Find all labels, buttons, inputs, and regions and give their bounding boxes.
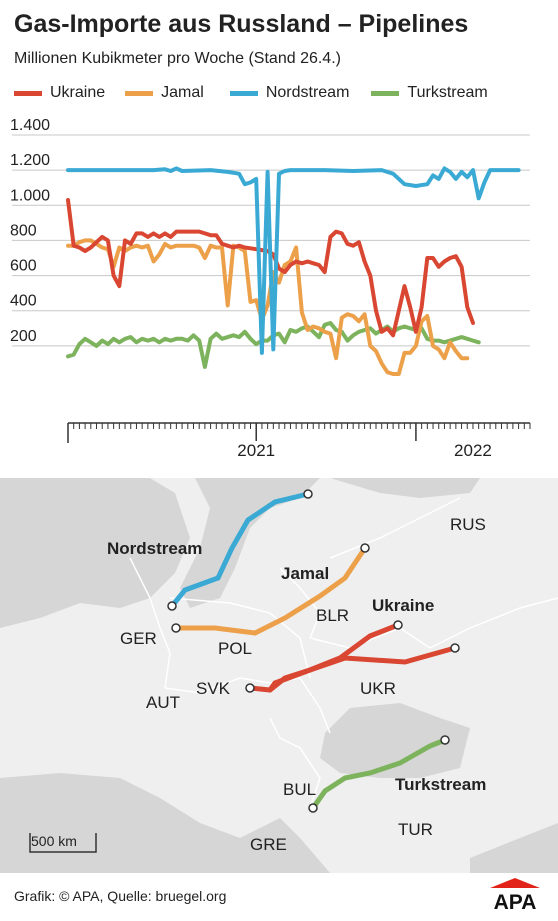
country-label-pol: POL (218, 639, 252, 658)
scale-label: 500 km (31, 833, 77, 849)
country-label-aut: AUT (146, 693, 180, 712)
legend-label-nordstream: Nordstream (265, 84, 350, 101)
pipeline-label-jamal: Jamal (281, 564, 329, 583)
footer-source: Grafik: © APA, Quelle: bruegel.org (14, 888, 227, 904)
border-9 (329, 497, 461, 559)
pipeline-nordstream (170, 491, 309, 608)
logo-roof (490, 878, 540, 888)
legend-item-ukraine: Ukraine (14, 84, 105, 102)
map-labels: RUS BLR UKR POL GER SVK AUT BUL GRE TUR … (107, 515, 486, 854)
endpoint-jamal-east (360, 543, 370, 553)
y-tick-label: 600 (10, 258, 37, 275)
border-2 (169, 597, 311, 679)
y-tick-label: 400 (10, 293, 37, 310)
series-line-jamal (66, 238, 470, 376)
pipeline-ukraine-south (267, 645, 456, 692)
y-tick-label: 1.400 (10, 117, 50, 134)
border-6 (164, 677, 241, 694)
legend-item-turkstream: Turkstream (371, 84, 488, 102)
country-label-ger: GER (120, 629, 157, 648)
x-tick-label: 2021 (237, 441, 275, 460)
mediterranean-sea (0, 773, 330, 873)
baltic-sea (180, 478, 320, 608)
legend: Ukraine Jamal Nordstream Turkstream (14, 84, 488, 102)
country-label-bul: BUL (283, 780, 316, 799)
east-sea (470, 823, 558, 873)
pipeline-endpoints (167, 489, 460, 813)
border-4 (309, 627, 431, 649)
legend-swatch-nordstream (229, 90, 258, 96)
country-label-tur: TUR (398, 820, 433, 839)
legend-label-jamal: Jamal (161, 84, 204, 101)
sea-areas (0, 478, 558, 873)
country-label-blr: BLR (316, 606, 349, 625)
gulf-area (330, 478, 480, 498)
legend-swatch-ukraine (14, 90, 42, 96)
pipeline-map: RUS BLR UKR POL GER SVK AUT BUL GRE TUR … (0, 478, 558, 873)
border-8 (269, 717, 321, 809)
chart-subtitle: Millionen Kubikmeter pro Woche (Stand 26… (14, 50, 341, 67)
border-1 (129, 557, 171, 689)
border-10 (429, 597, 558, 649)
scale-bar (29, 833, 97, 853)
legend-label-ukraine: Ukraine (50, 84, 106, 101)
endpoint-ukraine-west (245, 683, 255, 693)
black-sea (320, 703, 470, 778)
legend-item-jamal: Jamal (125, 84, 204, 102)
endpoint-jamal-west (171, 623, 181, 633)
logo-text: APA (494, 891, 537, 912)
line-chart: 200 400 600 800 1.000 1.200 1.400 2021 2022 (10, 117, 531, 460)
country-label-svk: SVK (196, 679, 231, 698)
endpoint-ukraine-north (393, 620, 403, 630)
map-scale: 500 km (29, 833, 97, 853)
legend-swatch-turkstream (371, 90, 400, 96)
country-label-gre: GRE (250, 835, 287, 854)
pipeline-label-ukraine: Ukraine (372, 596, 434, 615)
y-tick-label: 1.200 (10, 152, 50, 169)
x-tick-label: 2022 (454, 441, 492, 460)
endpoint-turkstream-west (308, 803, 318, 813)
y-tick-label: 200 (10, 328, 37, 345)
y-tick-label: 800 (10, 222, 37, 239)
country-label-rus: RUS (450, 515, 486, 534)
legend-label-turkstream: Turkstream (407, 84, 488, 101)
legend-swatch-jamal (125, 90, 154, 96)
pipelines (170, 491, 456, 810)
chart-title: Gas-Importe aus Russland – Pipelines (14, 10, 469, 38)
endpoint-nordstream-east (303, 489, 313, 499)
endpoint-ukraine-east (450, 643, 460, 653)
country-label-ukr: UKR (360, 679, 396, 698)
legend-item-nordstream: Nordstream (229, 84, 350, 102)
border-7 (319, 707, 331, 734)
pipeline-turkstream (310, 737, 446, 810)
pipeline-jamal (176, 546, 368, 636)
y-tick-label: 1.000 (10, 187, 50, 204)
north-sea (0, 478, 190, 628)
endpoint-turkstream-east (440, 735, 450, 745)
apa-logo: APA (490, 878, 540, 912)
pipeline-label-nordstream: Nordstream (107, 539, 202, 558)
series-line-nordstream (66, 166, 521, 355)
pipeline-label-turkstream: Turkstream (395, 775, 486, 794)
endpoint-nordstream-west (167, 601, 177, 611)
